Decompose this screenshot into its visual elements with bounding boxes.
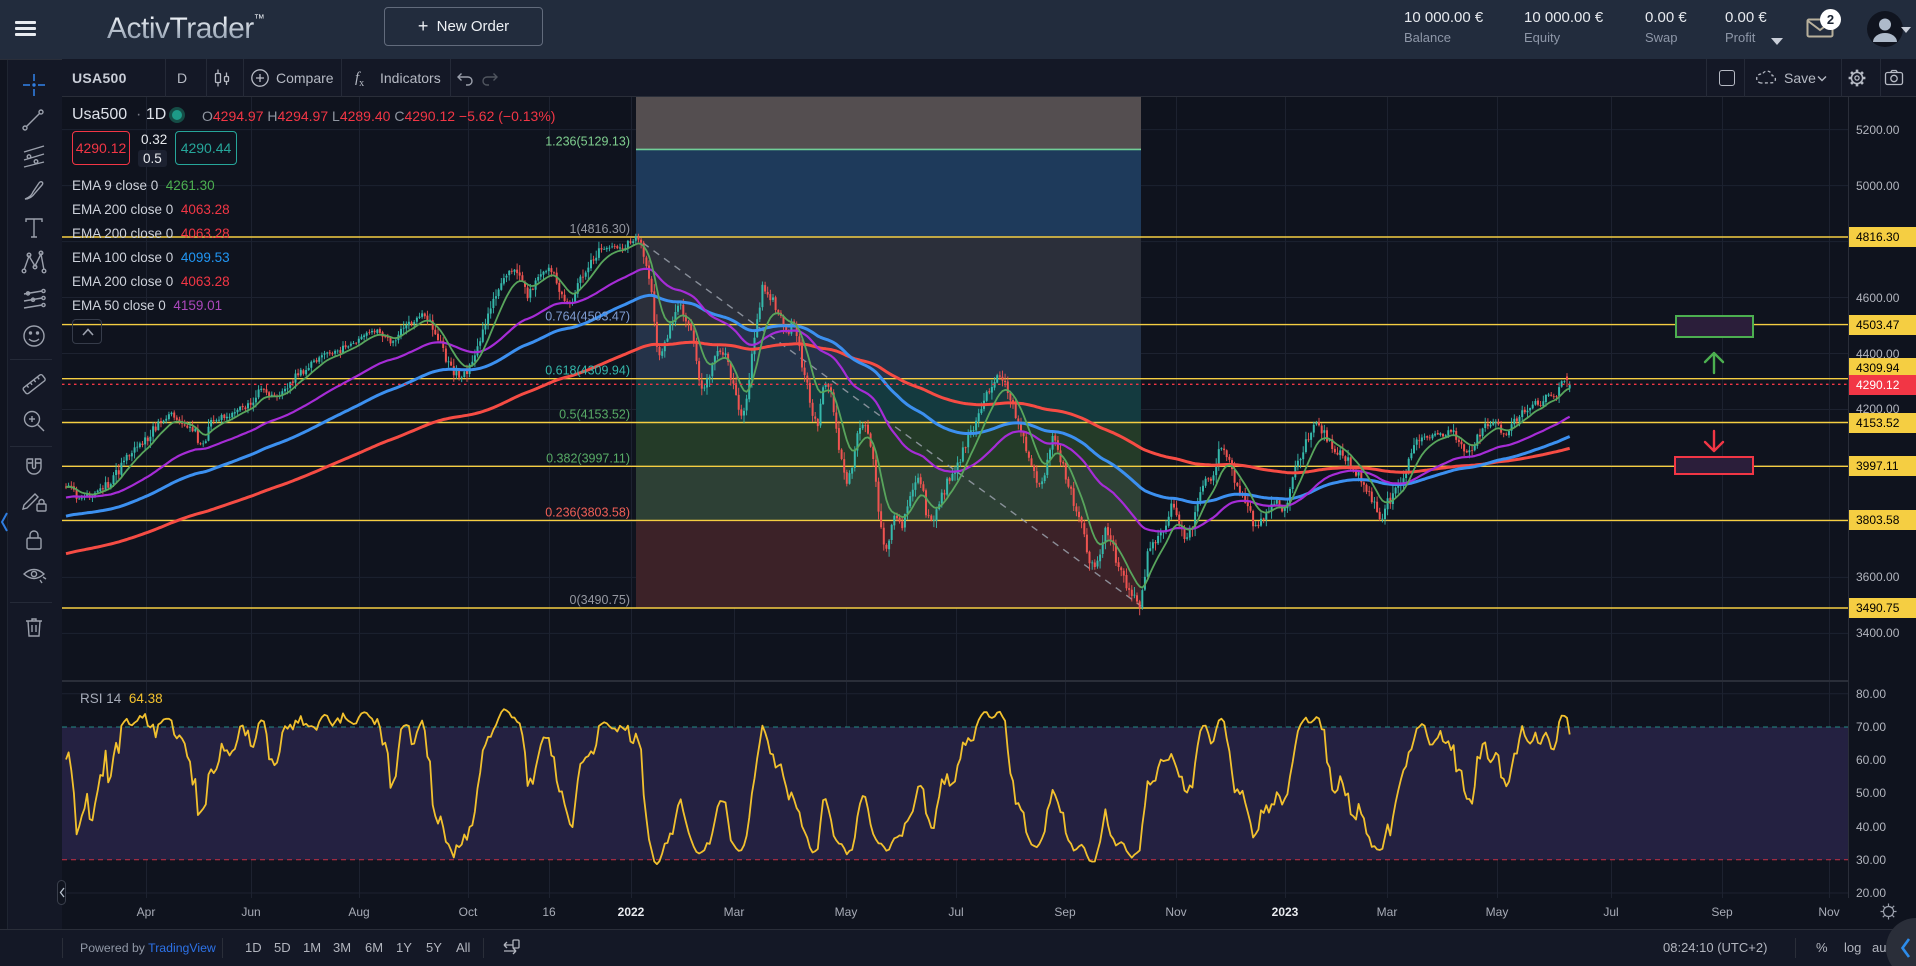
- svg-text:0.764(4503.47): 0.764(4503.47): [545, 310, 630, 324]
- svg-text:0.382(3997.11): 0.382(3997.11): [546, 451, 630, 465]
- svg-text:0.618(4309.94): 0.618(4309.94): [545, 364, 630, 378]
- svg-text:1(4816.30): 1(4816.30): [570, 222, 630, 236]
- svg-text:1.236(5129.13): 1.236(5129.13): [545, 134, 630, 148]
- svg-text:0(3490.75): 0(3490.75): [570, 593, 630, 607]
- svg-text:0.5(4153.52): 0.5(4153.52): [559, 408, 630, 422]
- svg-text:0.236(3803.58): 0.236(3803.58): [545, 505, 630, 519]
